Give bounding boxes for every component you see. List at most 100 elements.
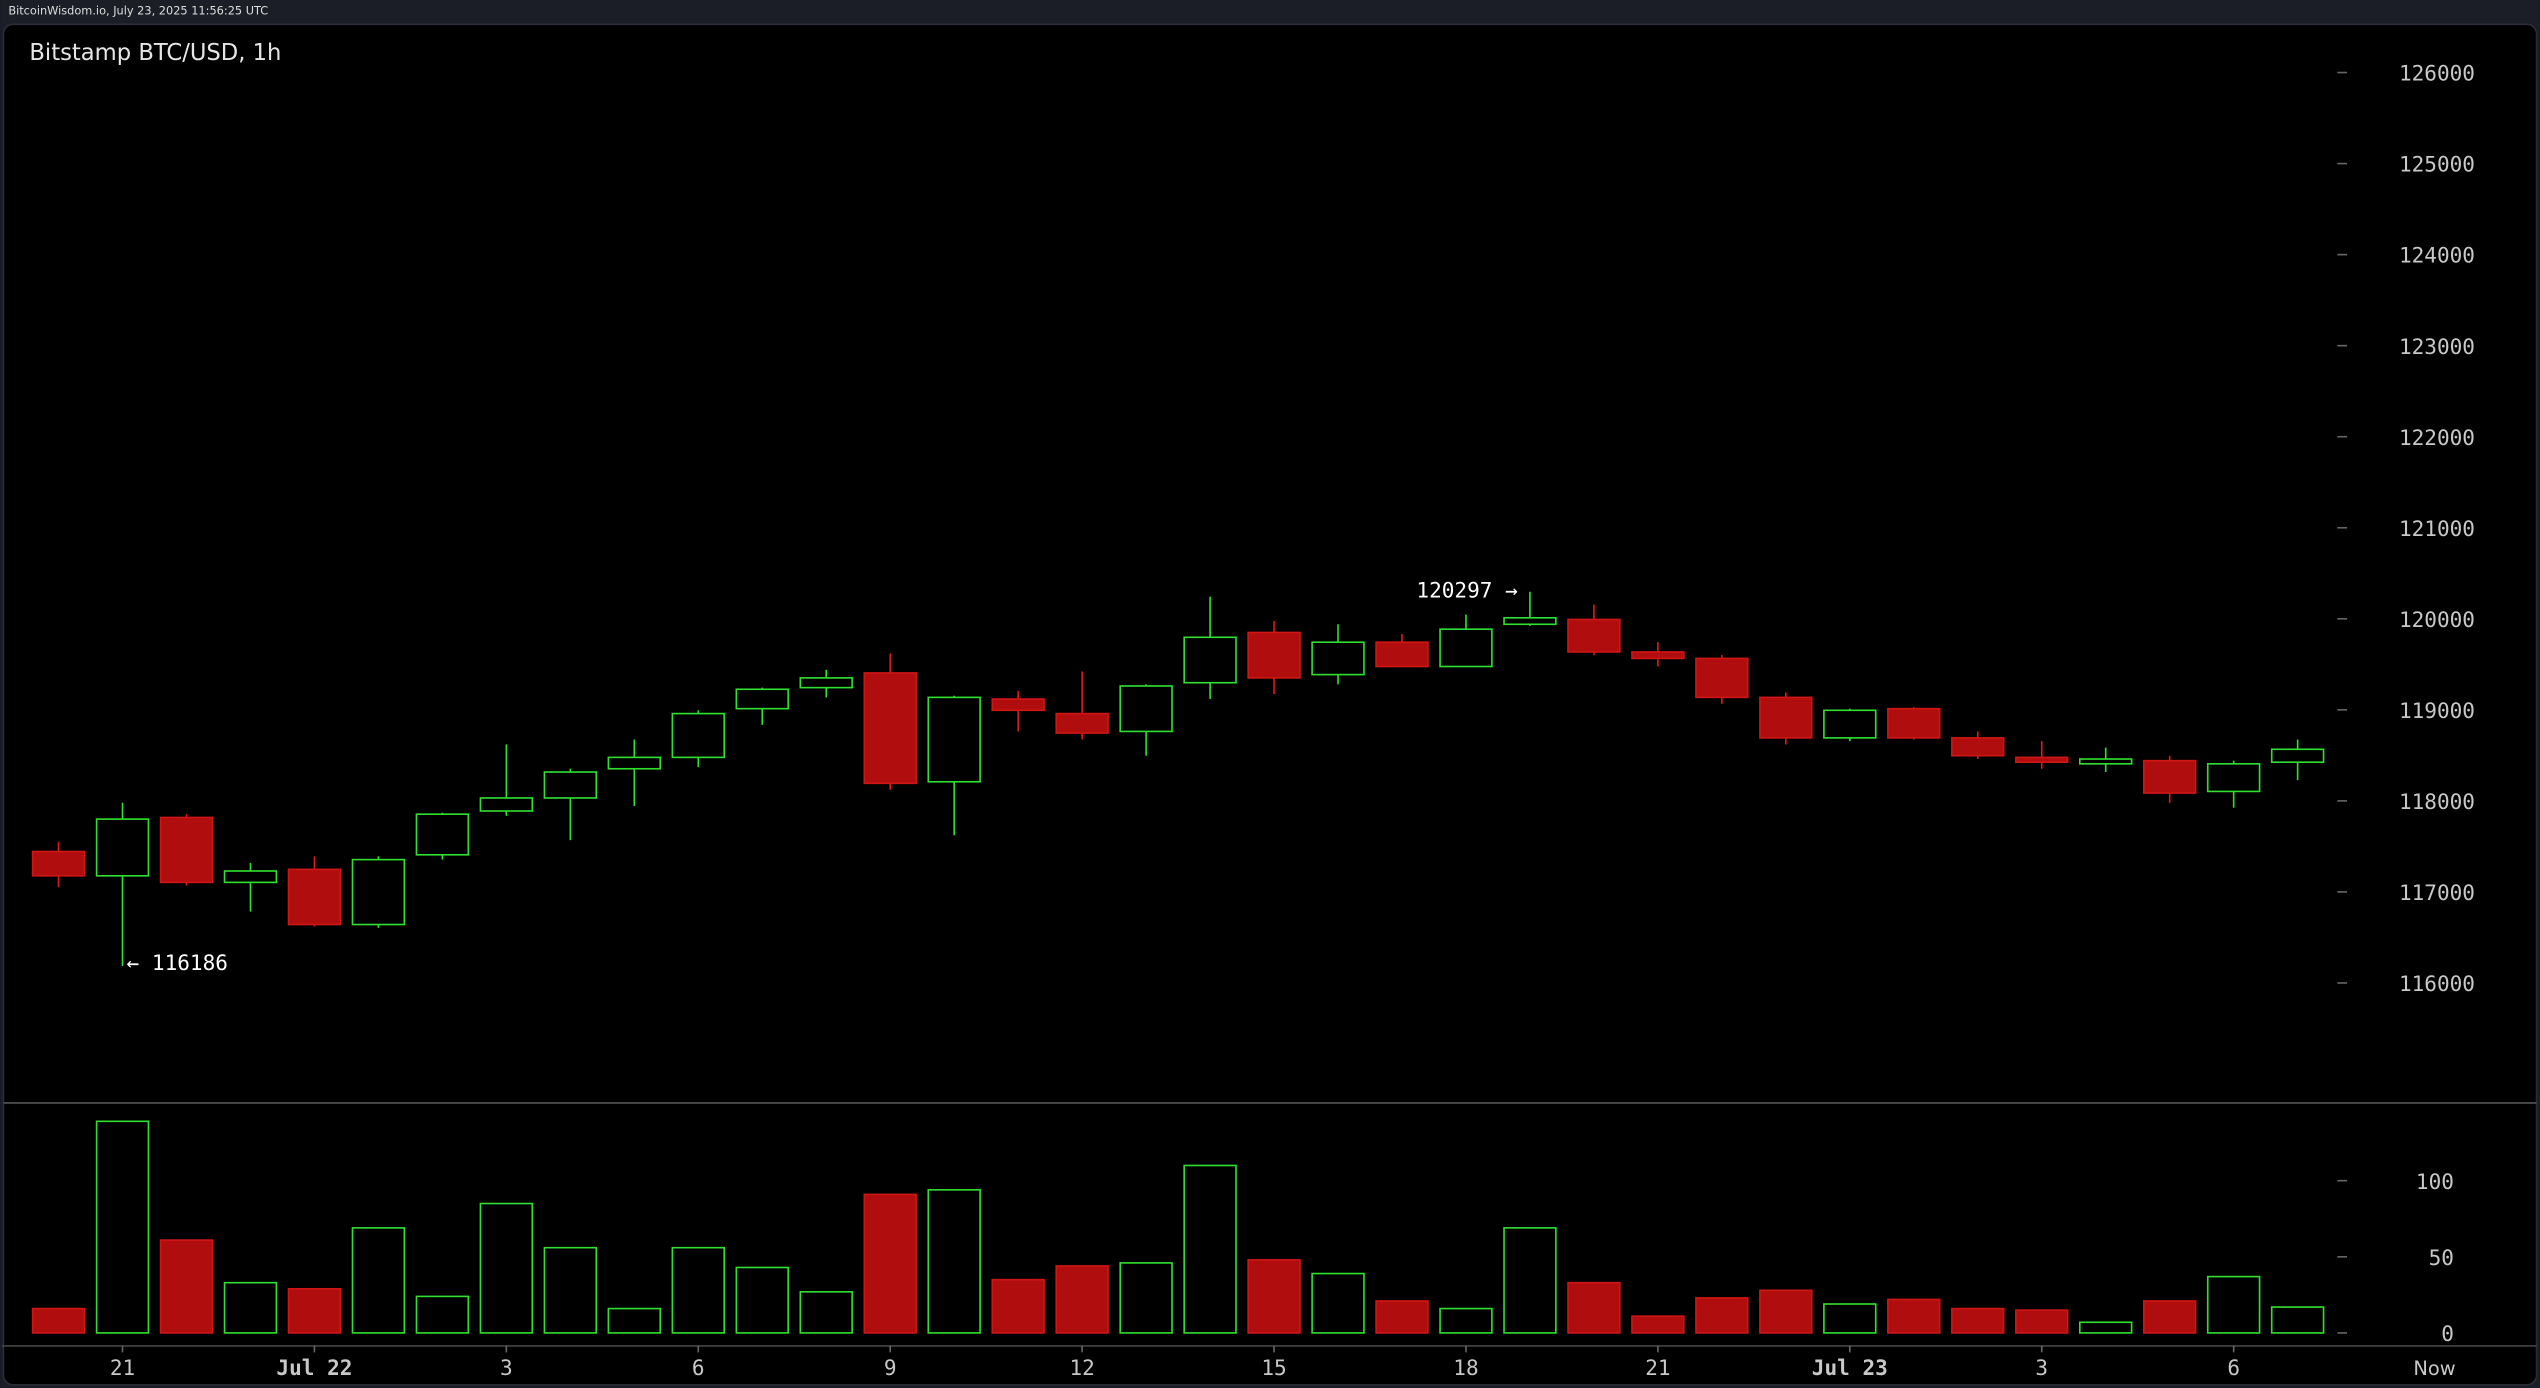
candle-body	[607, 756, 662, 770]
volume-bar	[1823, 1303, 1877, 1334]
y-tick-label: 125000	[2399, 152, 2475, 177]
candle-body	[2206, 763, 2261, 793]
candle-body	[671, 712, 726, 759]
y-tick-label: 120000	[2399, 607, 2475, 632]
volume-bar	[1311, 1272, 1365, 1334]
y-tick-label: 117000	[2399, 880, 2475, 905]
volume-bar	[1247, 1259, 1301, 1334]
candle-body	[1823, 709, 1877, 739]
candle-body	[223, 870, 278, 884]
candle-body	[1695, 657, 1749, 699]
volume-tick-label: 0	[2441, 1321, 2454, 1346]
y-tick-label: 119000	[2399, 698, 2475, 723]
volume-bar	[735, 1266, 789, 1334]
x-tick-label: 3	[500, 1355, 513, 1380]
candle-body	[159, 816, 214, 884]
chart-title: Bitstamp BTC/USD, 1h	[29, 40, 281, 66]
candle-body	[31, 850, 86, 877]
volume-bar	[1567, 1281, 1621, 1334]
candle-body	[543, 771, 598, 799]
volume-bar	[1759, 1289, 1813, 1334]
candle-body	[1375, 641, 1429, 668]
y-tick-label: 121000	[2399, 516, 2475, 541]
candle-body	[479, 797, 534, 812]
y-tick-label: 122000	[2399, 425, 2475, 450]
volume-bar	[1439, 1307, 1493, 1334]
low-annotation: ← 116186	[127, 950, 228, 975]
volume-bar	[479, 1202, 534, 1334]
candle-body	[1951, 737, 2005, 757]
volume-tick-label: 100	[2416, 1169, 2454, 1194]
volume-bar	[1631, 1315, 1685, 1334]
candle-body	[1439, 628, 1493, 668]
candle-body	[1759, 696, 1813, 739]
volume-bar	[671, 1246, 726, 1334]
x-tick-label: 15	[1261, 1355, 1286, 1380]
candle-body	[1887, 707, 1941, 739]
chart-frame	[2, 23, 2538, 1386]
x-tick-label: 12	[1069, 1355, 1094, 1380]
candle-body	[2270, 748, 2325, 764]
volume-bar	[799, 1291, 853, 1334]
candle-body	[1183, 636, 1237, 684]
volume-bar	[415, 1295, 470, 1334]
volume-bar	[351, 1227, 406, 1334]
volume-bar	[1055, 1265, 1109, 1334]
candle-body	[1247, 631, 1301, 679]
y-tick-label: 123000	[2399, 334, 2475, 359]
candle-body	[735, 688, 789, 710]
volume-bar	[2015, 1309, 2069, 1334]
candle-body	[1567, 618, 1621, 653]
volume-bar	[1183, 1164, 1237, 1334]
candle-body	[1503, 616, 1557, 626]
candle-body	[1055, 712, 1109, 734]
x-tick-label: 9	[884, 1355, 897, 1380]
candle-body	[415, 813, 470, 856]
x-tick-label: 6	[692, 1355, 705, 1380]
candle-body	[287, 868, 342, 926]
candle-body	[351, 858, 406, 926]
candle-body	[95, 818, 150, 877]
volume-bar	[991, 1278, 1045, 1334]
candle-body	[991, 698, 1045, 712]
volume-bar	[1119, 1262, 1173, 1334]
volume-tick-label: 50	[2429, 1245, 2454, 1270]
volume-bar	[927, 1189, 981, 1334]
candle-body	[1311, 641, 1365, 676]
candle-body	[1119, 685, 1173, 733]
volume-bar	[223, 1281, 278, 1334]
volume-bar	[1375, 1300, 1429, 1334]
x-tick-label: 6	[2227, 1355, 2240, 1380]
y-tick-label: 126000	[2399, 61, 2475, 86]
y-tick-label: 116000	[2399, 971, 2475, 996]
candle-body	[2078, 758, 2133, 765]
volume-bar	[2206, 1275, 2261, 1334]
volume-bar	[2142, 1300, 2197, 1334]
high-annotation: 120297 →	[1416, 578, 1517, 603]
candle-body	[799, 677, 853, 689]
x-tick-label: 18	[1453, 1355, 1478, 1380]
site-header: BitcoinWisdom.io, July 23, 2025 11:56:25…	[8, 4, 268, 18]
y-tick-label: 118000	[2399, 789, 2475, 814]
candle-body	[2142, 759, 2197, 794]
volume-bar	[95, 1120, 150, 1334]
x-tick-label: 21	[110, 1355, 135, 1380]
volume-bar	[2078, 1321, 2133, 1334]
x-tick-label: Jul 23	[1812, 1355, 1888, 1380]
y-tick-label: 124000	[2399, 243, 2475, 268]
candle-body	[927, 696, 981, 783]
volume-bar	[2270, 1306, 2325, 1334]
volume-bar	[607, 1307, 662, 1334]
candle-body	[2015, 756, 2069, 764]
volume-bar	[543, 1246, 598, 1334]
candle-body	[863, 672, 917, 785]
volume-bar	[159, 1239, 214, 1334]
now-label: Now	[2413, 1357, 2455, 1380]
volume-bar	[31, 1307, 86, 1334]
volume-bar	[1887, 1298, 1941, 1334]
x-tick-label: 3	[2035, 1355, 2048, 1380]
volume-bar	[1695, 1297, 1749, 1334]
x-tick-label: Jul 22	[276, 1355, 352, 1380]
